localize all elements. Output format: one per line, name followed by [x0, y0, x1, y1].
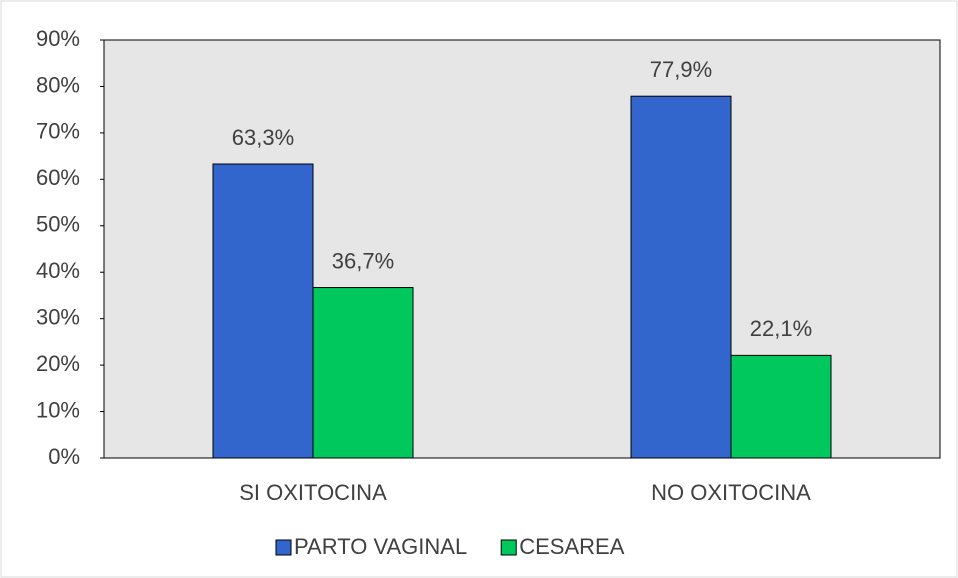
y-tick-label: 70%	[36, 119, 80, 144]
y-tick-label: 0%	[48, 444, 80, 469]
y-tick-label: 90%	[36, 26, 80, 51]
bar	[312, 287, 414, 459]
bar	[630, 95, 732, 459]
data-label: 36,7%	[332, 248, 394, 273]
data-label: 63,3%	[232, 125, 294, 150]
bar	[212, 163, 314, 459]
data-label: 22,1%	[750, 316, 812, 341]
x-tick-label: SI OXITOCINA	[239, 480, 387, 505]
y-tick-label: 60%	[36, 165, 80, 190]
y-tick-label: 40%	[36, 258, 80, 283]
y-tick-label: 50%	[36, 212, 80, 237]
bar	[730, 354, 832, 459]
legend-label: CESAREA	[519, 534, 624, 559]
y-tick-label: 30%	[36, 304, 80, 329]
legend-label: PARTO VAGINAL	[294, 534, 467, 559]
y-tick-label: 80%	[36, 72, 80, 97]
x-tick-label: NO OXITOCINA	[651, 480, 811, 505]
data-label: 77,9%	[650, 57, 712, 82]
legend-swatch	[500, 539, 517, 556]
legend-swatch	[275, 539, 292, 556]
y-tick-label: 20%	[36, 351, 80, 376]
y-tick-label: 10%	[36, 397, 80, 422]
